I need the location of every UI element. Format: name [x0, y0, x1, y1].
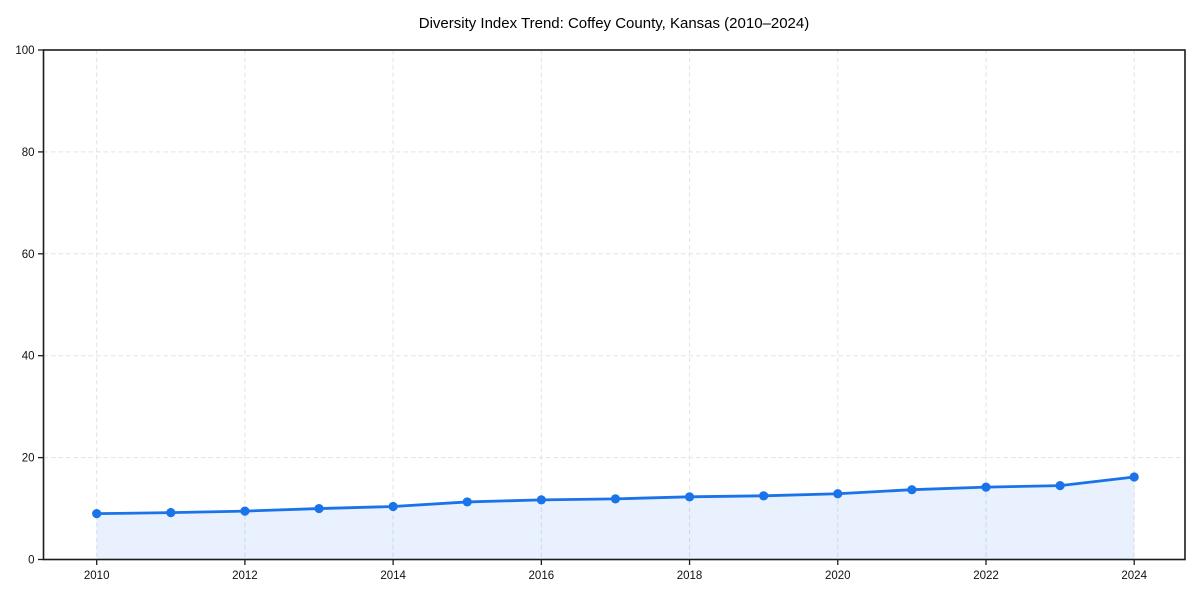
x-tick-label-2010: 2010 [84, 570, 110, 582]
data-point-2022 [981, 482, 991, 492]
data-point-2015 [462, 497, 472, 507]
y-tick-label-40: 40 [22, 351, 35, 363]
axis-ticks-group [38, 49, 1135, 565]
y-tick-label-0: 0 [28, 555, 34, 567]
data-point-2023 [1055, 481, 1065, 491]
data-point-2020 [833, 489, 843, 499]
area-fill-group [96, 476, 1135, 560]
data-point-2021 [907, 485, 917, 495]
x-tick-label-2024: 2024 [1121, 570, 1147, 582]
data-point-2019 [759, 491, 769, 501]
y-tick-label-60: 60 [22, 249, 35, 261]
data-point-2011 [166, 508, 176, 518]
x-tick-label-2018: 2018 [677, 570, 703, 582]
x-tick-label-2022: 2022 [973, 570, 999, 582]
y-tick-label-100: 100 [15, 45, 34, 57]
chart-title: Diversity Index Trend: Coffey County, Ka… [419, 15, 810, 32]
plot-border [42, 49, 1186, 561]
data-point-2014 [388, 501, 398, 512]
data-point-2017 [610, 494, 621, 504]
data-point-2016 [536, 495, 546, 505]
data-point-2018 [684, 492, 695, 502]
x-tick-label-2016: 2016 [529, 570, 555, 582]
plot-border-group [42, 49, 1186, 561]
data-point-2012 [240, 506, 250, 516]
x-tick-label-2014: 2014 [380, 570, 406, 582]
data-point-2013 [314, 503, 324, 514]
axis-tick-labels-group: 2010 2012 2014 2016 2018 2020 2022 2024 0 20 40 60 8… [15, 45, 1147, 582]
gridlines [43, 49, 1185, 560]
data-point-2024 [1129, 472, 1139, 482]
area-fill [96, 476, 1135, 560]
x-tick-label-2020: 2020 [825, 570, 851, 582]
data-points-group [92, 472, 1139, 519]
data-point-2010 [92, 509, 102, 519]
y-tick-label-20: 20 [22, 453, 35, 465]
x-tick-label-2012: 2012 [232, 570, 258, 582]
y-tick-label-80: 80 [22, 147, 35, 159]
